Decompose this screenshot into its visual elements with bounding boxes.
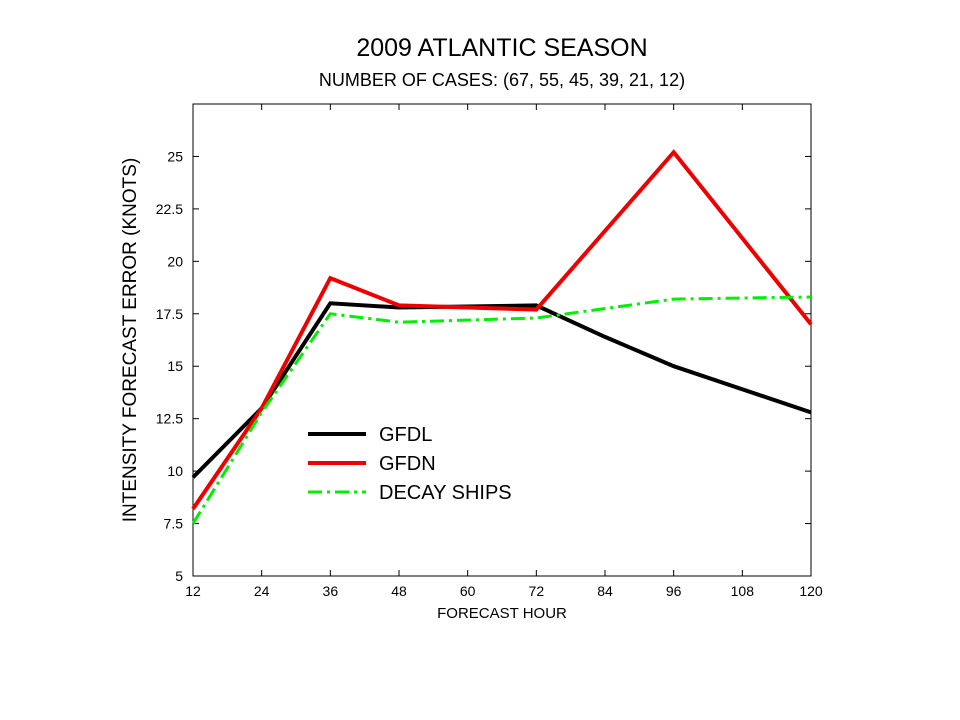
y-tick-label: 17.5 xyxy=(156,306,183,322)
y-tick-label: 20 xyxy=(167,253,183,269)
chart-subtitle: NUMBER OF CASES: (67, 55, 45, 39, 21, 12… xyxy=(318,70,686,90)
y-tick-label: 15 xyxy=(167,358,183,374)
legend-label: DECAY SHIPS xyxy=(379,482,512,504)
legend-label: GFDN xyxy=(379,453,436,475)
x-tick-label: 96 xyxy=(666,583,682,599)
y-tick-label: 7.5 xyxy=(164,516,184,532)
series-line-gfdn xyxy=(191,149,813,511)
y-tick-label: 22.5 xyxy=(156,201,183,217)
x-tick-label: 60 xyxy=(460,583,476,599)
x-tick-label: 36 xyxy=(323,583,339,599)
x-axis: 12 24 36 48 60 72 84 96 108 120 xyxy=(185,104,823,599)
legend: GFDL GFDN DECAY SHIPS xyxy=(308,424,512,504)
series-lines xyxy=(191,149,813,525)
x-tick-label: 84 xyxy=(597,583,613,599)
x-tick-label: 12 xyxy=(185,583,201,599)
x-tick-label: 120 xyxy=(799,583,823,599)
y-tick-label: 5 xyxy=(175,568,183,584)
x-axis-label: FORECAST HOUR xyxy=(437,605,567,622)
x-tick-label: 24 xyxy=(254,583,270,599)
x-tick-label: 72 xyxy=(529,583,545,599)
legend-label: GFDL xyxy=(379,424,432,446)
y-tick-label: 10 xyxy=(167,463,183,479)
plot-frame xyxy=(192,103,812,577)
y-axis: 5 7.5 10 12.5 15 17.5 20 22.5 25 xyxy=(156,148,811,584)
chart-title: 2009 ATLANTIC SEASON xyxy=(356,34,648,62)
x-tick-label: 48 xyxy=(391,583,407,599)
y-axis-label: INTENSITY FORECAST ERROR (KNOTS) xyxy=(120,158,141,523)
y-tick-label: 25 xyxy=(167,148,183,164)
y-tick-label: 12.5 xyxy=(156,411,183,427)
series-line-decay-ships xyxy=(191,295,812,525)
series-line-gfdl xyxy=(191,301,812,479)
x-tick-label: 108 xyxy=(731,583,755,599)
